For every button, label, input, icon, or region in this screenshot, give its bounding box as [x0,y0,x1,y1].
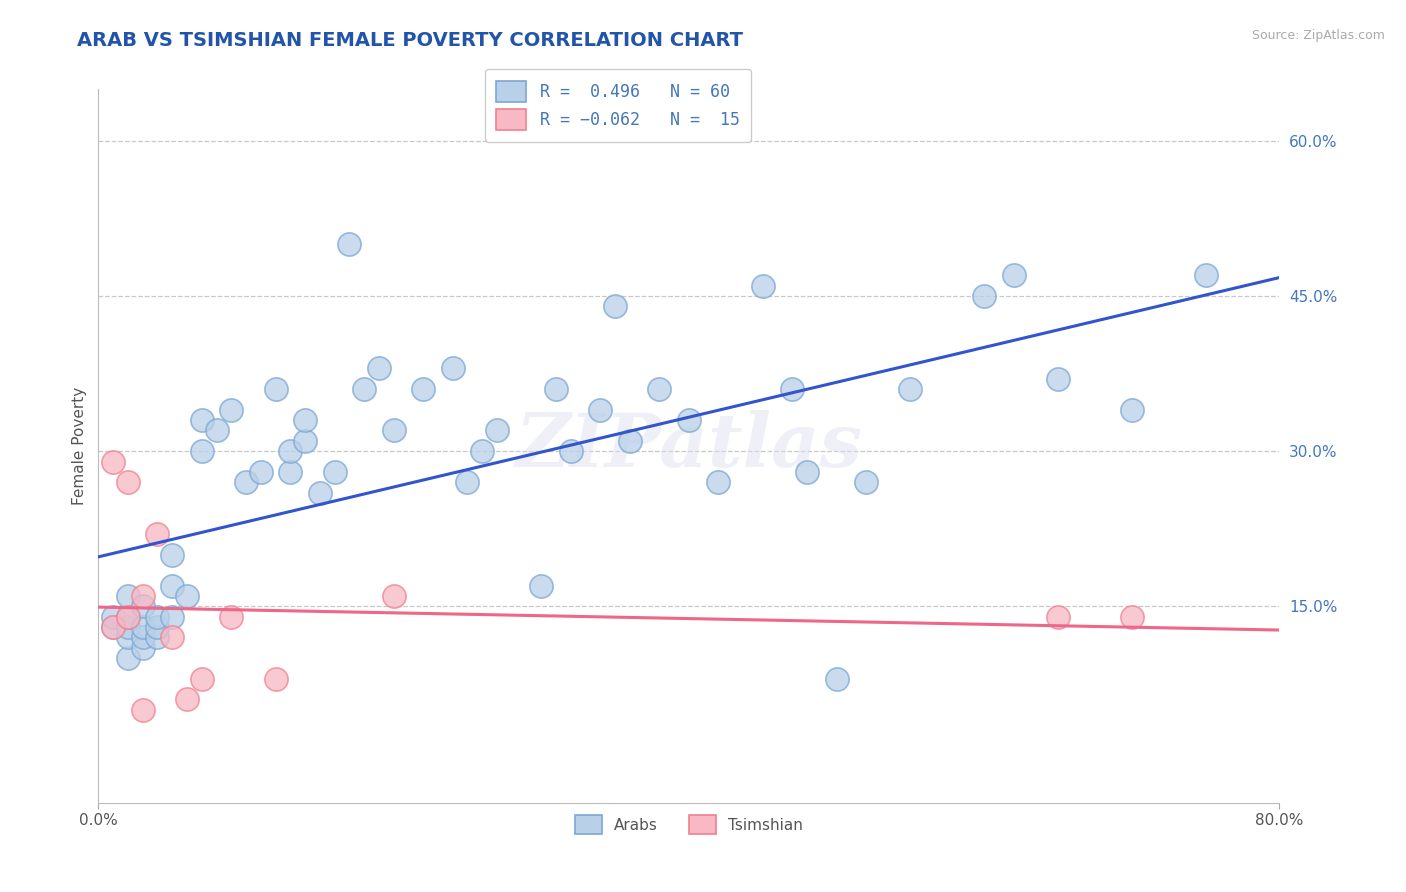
Point [162,579,183,593]
Point [103,620,125,634]
Point [191,444,214,458]
Point [132,630,155,644]
Point [146,609,169,624]
Point [250,465,273,479]
Point [486,424,509,438]
Point [900,382,922,396]
Point [294,434,316,448]
Text: ZIPatlas: ZIPatlas [516,409,862,483]
Point [796,465,818,479]
Point [117,609,139,624]
Point [191,413,214,427]
Point [546,382,568,396]
Point [382,589,405,603]
Point [162,548,183,562]
Point [1002,268,1025,283]
Point [309,485,332,500]
Point [117,609,139,624]
Point [323,465,346,479]
Point [117,630,139,644]
Point [132,703,155,717]
Point [162,630,183,644]
Point [117,475,139,490]
Point [146,630,169,644]
Point [132,640,155,655]
Point [1046,609,1070,624]
Point [103,620,125,634]
Point [264,382,287,396]
Point [1121,402,1143,417]
Point [782,382,804,396]
Y-axis label: Female Poverty: Female Poverty [72,387,87,505]
Point [117,620,139,634]
Point [264,672,287,686]
Point [176,589,198,603]
Point [176,692,198,706]
Point [146,527,169,541]
Point [707,475,730,490]
Point [132,599,155,614]
Point [855,475,877,490]
Point [412,382,434,396]
Point [457,475,479,490]
Text: ARAB VS TSIMSHIAN FEMALE POVERTY CORRELATION CHART: ARAB VS TSIMSHIAN FEMALE POVERTY CORRELA… [77,31,744,50]
Point [752,278,775,293]
Point [103,454,125,468]
Point [471,444,494,458]
Point [619,434,641,448]
Point [589,402,612,417]
Point [368,361,391,376]
Point [221,402,243,417]
Point [530,579,553,593]
Point [605,299,627,313]
Point [191,672,214,686]
Point [280,465,302,479]
Point [235,475,257,490]
Point [973,289,995,303]
Point [103,609,125,624]
Point [221,609,243,624]
Point [294,413,316,427]
Point [339,237,361,252]
Point [205,424,228,438]
Point [280,444,302,458]
Point [560,444,582,458]
Legend: Arabs, Tsimshian: Arabs, Tsimshian [564,804,814,845]
Point [648,382,671,396]
Point [117,589,139,603]
Point [1195,268,1218,283]
Point [353,382,375,396]
Text: Source: ZipAtlas.com: Source: ZipAtlas.com [1251,29,1385,42]
Point [146,620,169,634]
Point [162,609,183,624]
Point [825,672,848,686]
Point [1046,372,1070,386]
Point [678,413,700,427]
Point [117,651,139,665]
Point [132,620,155,634]
Point [382,424,405,438]
Point [441,361,464,376]
Point [1121,609,1143,624]
Point [132,589,155,603]
